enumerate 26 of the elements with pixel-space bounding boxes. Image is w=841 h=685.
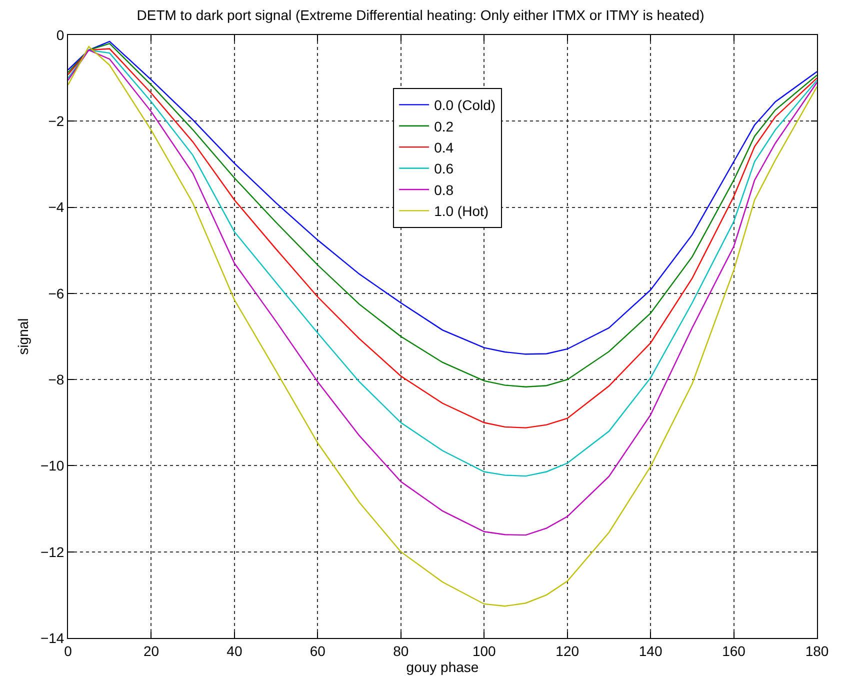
y-tick-label: −12: [40, 544, 64, 560]
chart-title: DETM to dark port signal (Extreme Differential heating: Only either ITMX or ITMY is heated): [136, 7, 704, 24]
legend-label: 0.0 (Cold): [434, 97, 496, 114]
x-tick-label: 40: [226, 642, 242, 659]
y-axis-title: signal: [15, 318, 32, 355]
x-tick-label: 140: [638, 642, 662, 659]
legend-label: 1.0 (Hot): [434, 203, 489, 220]
legend-label: 0.6: [434, 160, 454, 177]
x-tick-label: 80: [393, 642, 409, 659]
x-tick-label: 120: [556, 642, 580, 659]
x-tick-label: 60: [310, 642, 326, 659]
y-tick-label: −2: [48, 113, 64, 130]
y-tick-label: −4: [48, 199, 64, 216]
y-tick-label: −10: [40, 458, 64, 474]
x-tick-label: 160: [722, 642, 746, 659]
x-axis-title: gouy phase: [406, 658, 479, 675]
legend-label: 0.4: [434, 140, 454, 156]
y-tick-label: 0: [56, 26, 64, 43]
y-tick-label: −6: [48, 285, 64, 302]
x-tick-label: 20: [143, 642, 160, 659]
y-tick-label: −14: [40, 630, 64, 646]
x-tick-label: 100: [472, 642, 496, 659]
y-tick-label: −8: [48, 371, 64, 388]
legend-label: 0.2: [434, 118, 454, 134]
x-tick-label: 180: [805, 642, 829, 659]
legend-label: 0.8: [434, 182, 454, 198]
